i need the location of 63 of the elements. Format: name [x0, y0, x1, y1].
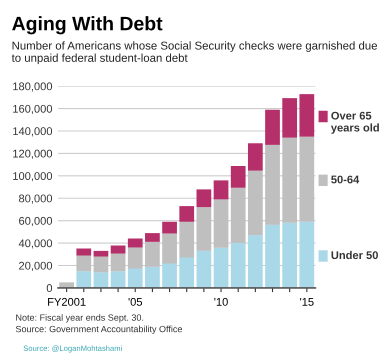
bar	[282, 98, 298, 138]
y-tick-label: 140,000	[13, 127, 52, 136]
bar	[265, 224, 280, 288]
bar	[179, 258, 194, 288]
bar	[110, 271, 126, 288]
bar	[128, 268, 143, 288]
bar	[214, 180, 228, 200]
y-tick-label: 160,000	[13, 104, 52, 114]
bar	[230, 188, 246, 243]
bar	[162, 222, 177, 234]
y-tick-label: 100,000	[13, 172, 52, 182]
x-tick-label: '10	[214, 298, 228, 306]
y-tick-label: 40,000	[18, 239, 52, 249]
bar	[145, 242, 160, 267]
bar	[94, 256, 108, 272]
bar	[282, 222, 298, 288]
chart-title: Aging With Debt	[12, 16, 162, 34]
bar	[76, 248, 92, 256]
bar	[214, 199, 228, 248]
text: Note: Fiscal year ends Sept. 30.	[16, 314, 144, 323]
legend-label: 50-64	[331, 176, 360, 184]
y-tick-label: 80,000	[18, 194, 52, 204]
bar	[145, 266, 160, 288]
y-tick-label: 20,000	[19, 262, 52, 271]
source-note: Source: Government Accountability Office	[16, 326, 182, 334]
y-tick-label: 60,000	[19, 216, 52, 226]
bar	[265, 144, 280, 225]
x-tick-label: FY2001	[48, 298, 86, 306]
bar	[128, 247, 143, 269]
bar	[230, 242, 246, 288]
bar	[299, 136, 314, 222]
bar	[94, 250, 108, 257]
y-tick-label: 180,000	[13, 82, 52, 92]
chart-subtitle: Number of Americans whose Social Security checks were garnished due to unpaid federal student-loan debt	[12, 41, 377, 64]
bar	[110, 246, 126, 254]
bar	[230, 166, 246, 188]
legend-label: Over 65 years old	[330, 112, 379, 134]
x-tick-label: '15	[300, 298, 314, 306]
bar	[214, 248, 228, 288]
bar	[299, 222, 314, 288]
bar	[196, 189, 212, 208]
bar	[196, 250, 212, 288]
y-tick-label: 120,000	[13, 150, 52, 159]
legend-label: Under 50	[332, 250, 378, 260]
bar	[248, 170, 263, 236]
bar	[179, 206, 194, 222]
bar	[162, 233, 177, 264]
bar	[94, 272, 108, 288]
bar	[299, 94, 314, 137]
bar	[265, 110, 280, 145]
bar	[110, 254, 126, 272]
bar	[248, 143, 263, 171]
y-tick-label: 0	[46, 284, 52, 292]
bar	[162, 263, 177, 288]
bar	[128, 238, 143, 248]
bar	[76, 271, 92, 288]
bar	[196, 207, 212, 251]
bar	[248, 235, 263, 288]
bar	[145, 233, 160, 242]
x-tick-label: '05	[128, 298, 142, 306]
bar	[179, 222, 194, 258]
bar	[76, 256, 92, 272]
bar	[282, 138, 298, 223]
